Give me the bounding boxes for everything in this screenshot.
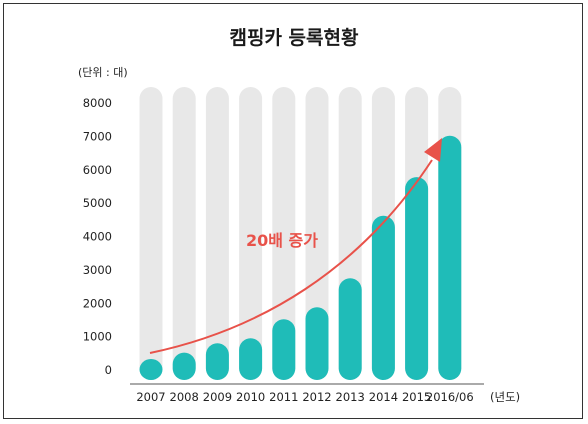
y-tick-label: 4000 <box>83 230 112 244</box>
y-tick-label: 8000 <box>83 96 112 110</box>
bar-2015 <box>405 177 429 380</box>
bar-track <box>139 87 163 380</box>
bar-2014 <box>371 215 395 380</box>
x-tick-label: 2011 <box>269 390 298 404</box>
y-tick-label: 7000 <box>83 129 112 143</box>
trend-arrow <box>149 159 433 354</box>
bar-2009 <box>205 343 229 380</box>
x-tick-label: 2009 <box>203 390 232 404</box>
y-tick-label: 1000 <box>83 330 112 344</box>
bar-2011 <box>272 319 296 380</box>
bar-2007 <box>139 358 163 380</box>
y-tick-label: 5000 <box>83 196 112 210</box>
chart-title: 캠핑카 등록현황 <box>230 26 359 49</box>
x-tick-label: 2016/06 <box>426 390 474 404</box>
y-tick-label: 2000 <box>83 296 112 310</box>
y-tick-label: 0 <box>105 363 112 377</box>
bar-track <box>172 87 196 380</box>
bar-track <box>205 87 229 380</box>
y-unit-label: (단위 : 대) <box>78 66 128 79</box>
x-tick-label: 2013 <box>336 390 365 404</box>
x-tick-label: 2012 <box>302 390 331 404</box>
bar-2012 <box>305 307 329 380</box>
y-tick-label: 6000 <box>83 163 112 177</box>
x-unit-label: (년도) <box>490 390 520 404</box>
x-tick-label: 2010 <box>236 390 265 404</box>
x-ticks: 2007 2008 2009 2010 2011 2012 2013 2014 20152016… <box>136 390 473 404</box>
bar-2010 <box>239 338 263 380</box>
x-tick-label: 2014 <box>369 390 398 404</box>
x-tick-label: 2007 <box>136 390 165 404</box>
bar-2013 <box>338 278 362 380</box>
y-ticks: 0 1000 2000 3000 4000 5000 6000 7000 8000 <box>83 96 112 377</box>
bar-2016/06 <box>438 135 462 380</box>
bar-track <box>305 87 329 380</box>
bar-2008 <box>172 352 196 380</box>
bars <box>139 135 462 380</box>
x-tick-label: 2008 <box>170 390 199 404</box>
trend-arrowhead <box>424 138 442 162</box>
bar-track <box>239 87 263 380</box>
growth-annotation: 20배 증가 <box>246 231 318 250</box>
x-tick-label: 2015 <box>402 390 431 404</box>
y-tick-label: 3000 <box>83 263 112 277</box>
